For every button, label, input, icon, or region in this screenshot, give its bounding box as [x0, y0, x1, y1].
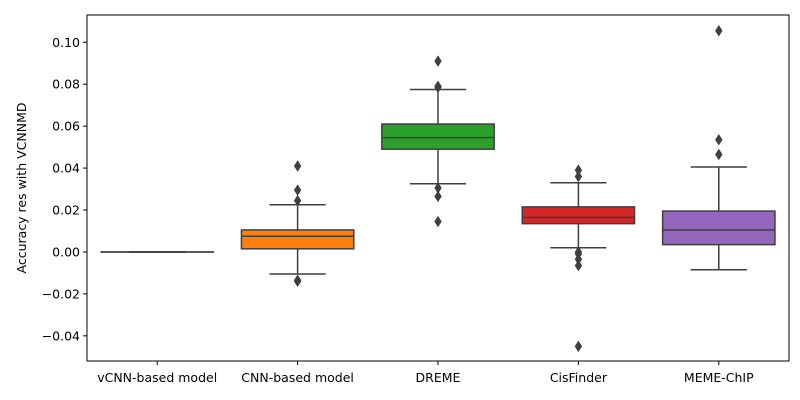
outlier-point: [434, 81, 442, 94]
outlier-point: [715, 134, 723, 146]
outlier-point: [293, 160, 302, 172]
y-tick-label: −0.02: [42, 286, 80, 301]
outlier-point: [434, 215, 442, 228]
boxes-layer: [100, 24, 776, 353]
outlier-point: [293, 275, 302, 288]
x-axis-ticks: vCNN-based model CNN-based model DREME CisF…: [97, 361, 754, 385]
x-tick-label: vCNN-based model: [97, 370, 217, 385]
y-tick-label: 0.06: [52, 119, 80, 134]
y-tick-label: 0.00: [52, 244, 80, 259]
y-tick-label: 0.04: [52, 161, 80, 176]
y-tick-label: 0.08: [52, 77, 80, 92]
x-tick-label: DREME: [416, 370, 461, 385]
outlier-point: [293, 194, 302, 207]
outlier-point: [715, 24, 723, 37]
outlier-point: [574, 170, 583, 183]
box-group: [661, 24, 776, 271]
outlier-point: [574, 340, 583, 353]
outlier-point: [434, 190, 442, 203]
box-iqr: [521, 206, 636, 225]
x-tick-label: CNN-based model: [241, 370, 354, 385]
outlier-point: [715, 148, 723, 161]
box-group: [240, 160, 355, 288]
box-group: [521, 164, 636, 353]
box-group: [381, 55, 495, 228]
plot-frame: [86, 14, 790, 362]
outlier-point: [574, 259, 583, 272]
y-axis-label: Accuracy res with VCNNMD: [14, 103, 29, 274]
outlier-point: [434, 55, 442, 67]
y-tick-label: 0.10: [52, 35, 80, 50]
y-tick-label: −0.04: [42, 328, 80, 343]
box-iqr: [381, 123, 495, 150]
x-tick-label: CisFinder: [550, 370, 608, 385]
x-tick-label: MEME-ChIP: [684, 370, 754, 385]
y-tick-label: 0.02: [52, 203, 80, 218]
box-iqr: [240, 229, 355, 250]
y-axis-ticks: −0.04 −0.02 0.00 0.02 0.04 0.06 0.08 0.10: [42, 35, 87, 343]
box-iqr: [661, 210, 776, 246]
